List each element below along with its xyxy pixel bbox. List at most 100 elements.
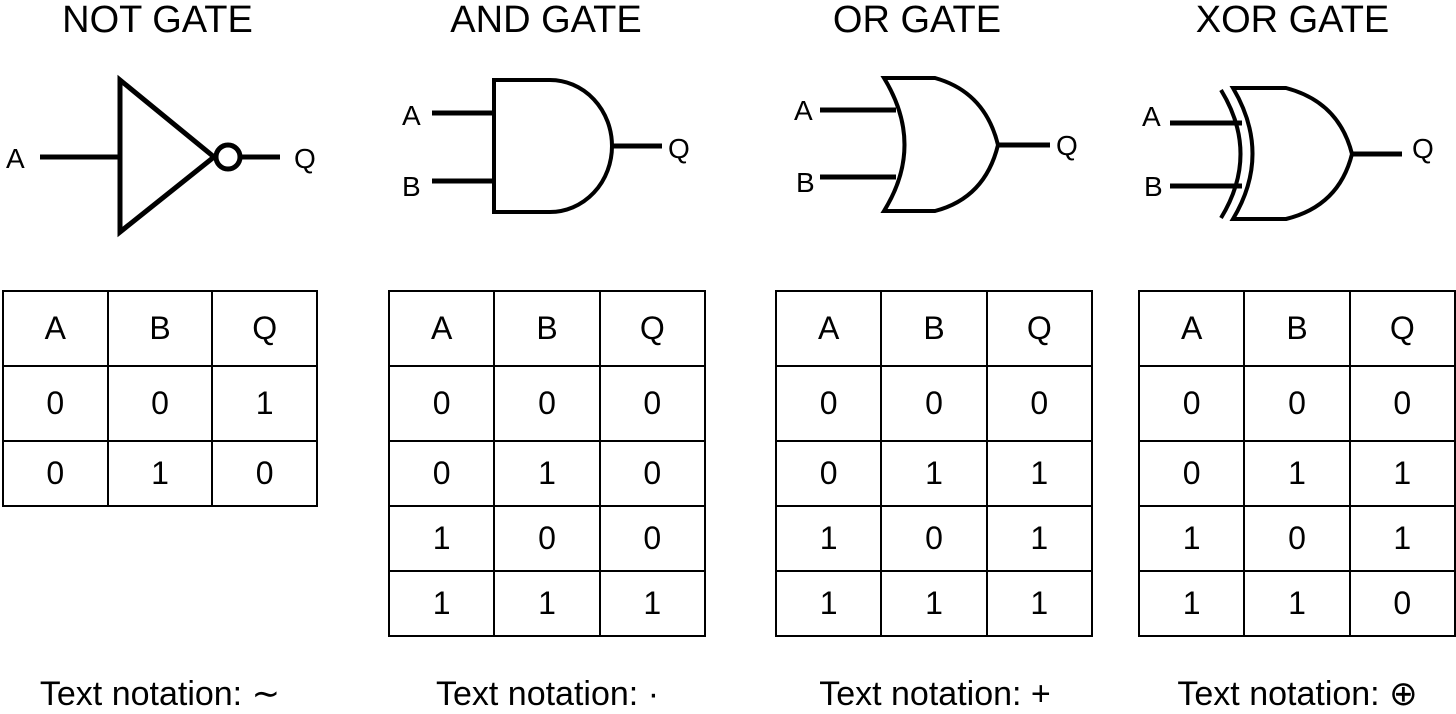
table-cell: 0	[3, 441, 108, 506]
header-cell: Q	[987, 291, 1092, 366]
not-text-notation: Text notation: ∼	[20, 674, 300, 714]
header-cell: A	[3, 291, 108, 366]
table-cell: 0	[600, 441, 705, 506]
notation-symbol: ·	[648, 675, 659, 713]
xor-truth-table: A B Q 0 0 0 0 1 1 1 0 1 1 1 0	[1138, 290, 1456, 637]
table-cell: 1	[1350, 441, 1455, 506]
table-cell: 1	[212, 366, 317, 441]
notation-symbol: ∼	[252, 675, 281, 713]
notation-label: Text notation:	[436, 675, 638, 713]
table-row: 1 1 0	[1139, 571, 1455, 636]
table-header-row: A B Q	[776, 291, 1092, 366]
table-cell: 1	[776, 571, 881, 636]
and-gate-symbol	[432, 80, 662, 212]
not-gate-symbol	[40, 80, 280, 232]
table-cell: 0	[600, 366, 705, 441]
or-text-notation: Text notation: +	[795, 674, 1075, 714]
header-cell: Q	[1350, 291, 1455, 366]
table-cell: 1	[987, 571, 1092, 636]
table-row: 0 1 0	[3, 441, 317, 506]
table-cell: 0	[494, 506, 599, 571]
xor-gate-symbol	[1170, 88, 1402, 219]
xor-gate-input-b-label: B	[1144, 171, 1163, 202]
table-cell: 0	[1244, 506, 1349, 571]
table-row: 0 1 1	[1139, 441, 1455, 506]
table-cell: 0	[389, 441, 494, 506]
or-truth-table: A B Q 0 0 0 0 1 1 1 0 1 1 1 1	[775, 290, 1093, 637]
table-cell: 0	[1350, 366, 1455, 441]
or-gate-symbol	[820, 78, 1050, 211]
table-cell: 0	[1244, 366, 1349, 441]
table-row: 1 0 1	[776, 506, 1092, 571]
table-cell: 1	[494, 441, 599, 506]
header-cell: A	[1139, 291, 1244, 366]
header-cell: B	[108, 291, 213, 366]
table-cell: 0	[1139, 441, 1244, 506]
table-header-row: A B Q	[389, 291, 705, 366]
xor-text-notation: Text notation: ⊕	[1155, 674, 1440, 714]
or-gate-input-b-label: B	[796, 167, 815, 198]
header-cell: Q	[600, 291, 705, 366]
table-cell: 0	[776, 441, 881, 506]
notation-label: Text notation:	[819, 675, 1021, 713]
table-row: 1 0 0	[389, 506, 705, 571]
table-cell: 0	[108, 366, 213, 441]
notation-label: Text notation:	[40, 675, 242, 713]
notation-label: Text notation:	[1177, 675, 1379, 713]
table-cell: 1	[776, 506, 881, 571]
header-cell: B	[881, 291, 986, 366]
or-gate-output-label: Q	[1056, 130, 1078, 161]
header-cell: B	[494, 291, 599, 366]
header-cell: Q	[212, 291, 317, 366]
table-cell: 1	[1139, 506, 1244, 571]
table-cell: 1	[1139, 571, 1244, 636]
table-header-row: A B Q	[3, 291, 317, 366]
table-cell: 1	[1244, 441, 1349, 506]
xor-gate-output-label: Q	[1412, 133, 1434, 164]
and-gate-input-b-label: B	[402, 171, 421, 202]
table-header-row: A B Q	[1139, 291, 1455, 366]
notation-symbol: +	[1031, 675, 1051, 713]
not-gate-input-a-label: A	[6, 143, 25, 174]
and-text-notation: Text notation: ·	[415, 674, 680, 714]
table-cell: 1	[389, 506, 494, 571]
table-row: 0 0 0	[776, 366, 1092, 441]
table-cell: 1	[494, 571, 599, 636]
table-row: 0 0 0	[389, 366, 705, 441]
table-cell: 1	[987, 506, 1092, 571]
table-row: 0 1 0	[389, 441, 705, 506]
table-cell: 1	[1350, 506, 1455, 571]
header-cell: A	[776, 291, 881, 366]
table-cell: 1	[600, 571, 705, 636]
table-cell: 0	[389, 366, 494, 441]
xor-gate-input-a-label: A	[1142, 101, 1161, 132]
table-cell: 1	[389, 571, 494, 636]
table-row: 1 1 1	[389, 571, 705, 636]
table-row: 1 1 1	[776, 571, 1092, 636]
table-cell: 0	[776, 366, 881, 441]
table-cell: 1	[987, 441, 1092, 506]
or-gate-input-a-label: A	[794, 95, 813, 126]
table-cell: 0	[987, 366, 1092, 441]
and-gate-input-a-label: A	[402, 100, 421, 131]
table-cell: 1	[1244, 571, 1349, 636]
table-row: 0 1 1	[776, 441, 1092, 506]
table-row: 0 0 1	[3, 366, 317, 441]
table-cell: 0	[600, 506, 705, 571]
table-cell: 0	[1139, 366, 1244, 441]
notation-symbol: ⊕	[1389, 675, 1418, 713]
and-truth-table: A B Q 0 0 0 0 1 0 1 0 0 1 1 1	[388, 290, 706, 637]
table-cell: 1	[881, 571, 986, 636]
table-cell: 0	[881, 366, 986, 441]
table-cell: 1	[881, 441, 986, 506]
header-cell: A	[389, 291, 494, 366]
header-cell: B	[1244, 291, 1349, 366]
table-cell: 0	[494, 366, 599, 441]
not-truth-table: A B Q 0 0 1 0 1 0	[2, 290, 318, 507]
table-cell: 0	[212, 441, 317, 506]
table-row: 0 0 0	[1139, 366, 1455, 441]
table-row: 1 0 1	[1139, 506, 1455, 571]
table-cell: 1	[108, 441, 213, 506]
and-gate-output-label: Q	[668, 133, 690, 164]
table-cell: 0	[881, 506, 986, 571]
